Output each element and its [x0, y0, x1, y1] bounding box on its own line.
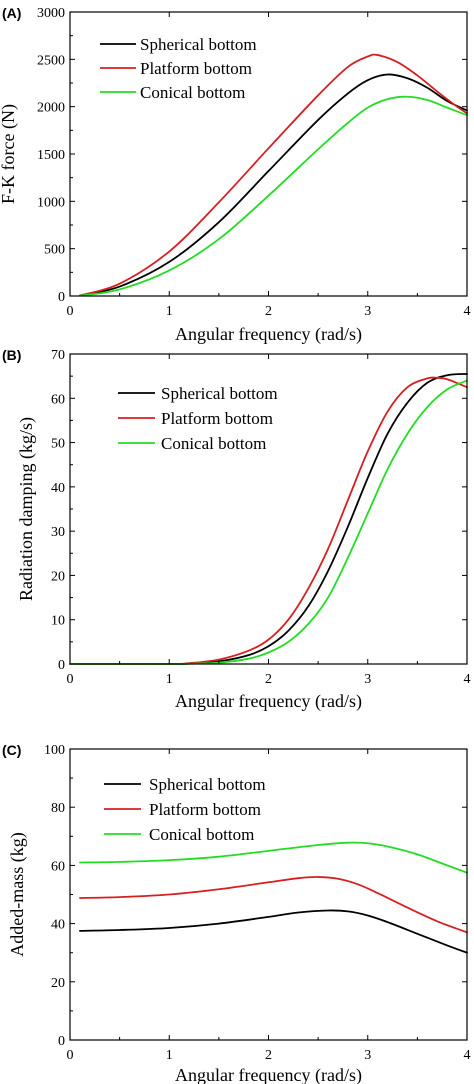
y-tick-label: 40 — [51, 918, 65, 933]
series-line-3 — [79, 95, 468, 297]
legend-label: Conical bottom — [140, 83, 245, 102]
y-tick-label: 0 — [58, 290, 65, 305]
legend: Spherical bottom Platform bottom Conical b… — [118, 384, 278, 453]
y-tick-label: 60 — [51, 392, 65, 407]
series-line-3 — [79, 841, 468, 874]
series-line-2 — [79, 876, 468, 934]
y-tick-label: 10 — [51, 614, 65, 629]
y-axis-title: Radiation damping (kg/s) — [16, 417, 37, 601]
x-axis-title: Angular frequency (rad/s) — [175, 1065, 362, 1084]
panel-label: (B) — [2, 347, 21, 363]
x-tick-label: 1 — [166, 1048, 173, 1063]
y-tick-label: 0 — [58, 1034, 65, 1049]
y-tick-label: 2000 — [37, 101, 65, 116]
y-tick-label: 40 — [51, 481, 65, 496]
y-tick-label: 60 — [51, 859, 65, 874]
x-tick-label: 2 — [265, 672, 272, 687]
series-line-2 — [79, 53, 468, 297]
y-tick-label: 500 — [44, 243, 65, 258]
x-tick-label: 0 — [67, 304, 74, 319]
legend-label: Spherical bottom — [149, 775, 266, 794]
x-tick-label: 3 — [364, 672, 371, 687]
x-tick-label: 1 — [166, 672, 173, 687]
legend-label: Platform bottom — [161, 409, 273, 428]
plot-frame — [69, 748, 468, 1041]
legend-label: Platform bottom — [140, 59, 252, 78]
x-tick-label: 3 — [364, 1048, 371, 1063]
legend-label: Spherical bottom — [140, 35, 257, 54]
x-tick-label: 0 — [67, 1048, 74, 1063]
x-tick-label: 2 — [265, 304, 272, 319]
x-tick-label: 3 — [364, 304, 371, 319]
x-tick-label: 0 — [67, 672, 74, 687]
x-tick-label: 4 — [464, 304, 471, 319]
x-axis-title: Angular frequency (rad/s) — [175, 691, 362, 712]
y-tick-label: 20 — [51, 569, 65, 584]
y-tick-label: 0 — [58, 658, 65, 673]
x-tick-label: 4 — [464, 1048, 471, 1063]
y-tick-label: 80 — [51, 801, 65, 816]
x-axis-title: Angular frequency (rad/s) — [175, 324, 362, 345]
series-line-1 — [79, 73, 468, 297]
y-tick-label: 1000 — [37, 195, 65, 210]
y-axis-title: F-K force (N) — [0, 104, 19, 204]
legend-label: Conical bottom — [161, 434, 266, 453]
legend-label: Conical bottom — [149, 825, 254, 844]
legend-label: Spherical bottom — [161, 384, 278, 403]
legend: Spherical bottom Platform bottom Conical b… — [100, 35, 257, 102]
x-tick-label: 4 — [464, 672, 471, 687]
chart-panel-1: (A) 0 1 2 3 4 0 500 1000 1500 2000 2500 3000 Angular … — [0, 5, 471, 345]
y-tick-label: 70 — [51, 348, 65, 363]
panel-label: (C) — [2, 742, 21, 758]
series-line-2 — [69, 376, 468, 665]
y-tick-label: 30 — [51, 525, 65, 540]
legend-label: Platform bottom — [149, 800, 261, 819]
panel-label: (A) — [2, 5, 21, 21]
y-tick-label: 3000 — [37, 6, 65, 21]
y-tick-label: 20 — [51, 976, 65, 991]
y-tick-label: 2500 — [37, 53, 65, 68]
series-line-1 — [79, 909, 468, 954]
x-tick-label: 2 — [265, 1048, 272, 1063]
x-tick-label: 1 — [166, 304, 173, 319]
y-axis-title: Added-mass (kg) — [7, 832, 28, 956]
y-tick-label: 50 — [51, 437, 65, 452]
legend: Spherical bottom Platform bottom Conical b… — [104, 775, 266, 844]
y-tick-label: 100 — [44, 743, 65, 758]
y-tick-label: 1500 — [37, 148, 65, 163]
plot-frame — [69, 11, 468, 297]
